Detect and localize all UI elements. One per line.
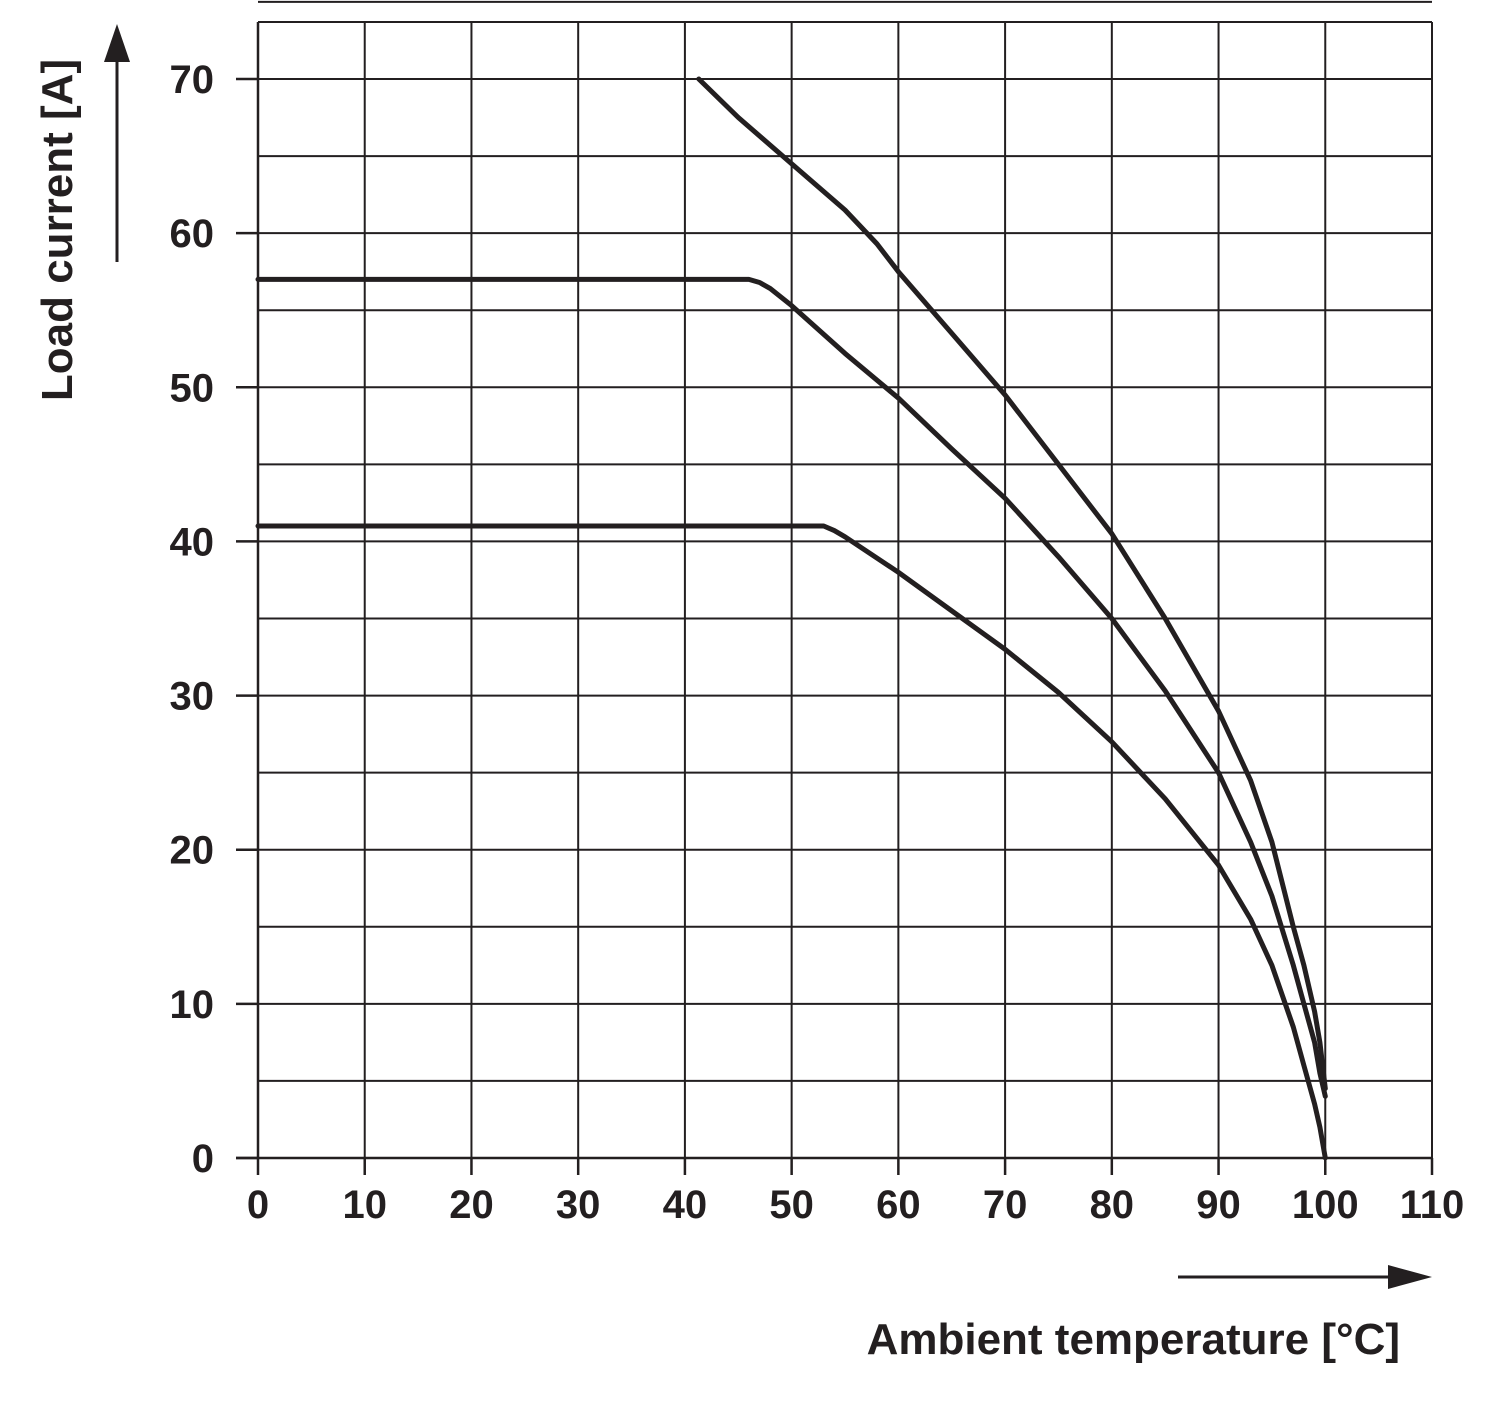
y-tick-label: 50	[170, 366, 215, 410]
series-line-1	[696, 76, 1328, 1092]
y-tick-label: 10	[170, 983, 215, 1027]
x-tick-label: 60	[876, 1183, 921, 1227]
x-tick-label: 0	[247, 1183, 269, 1227]
axes	[236, 22, 1432, 1160]
x-tick-labels: 0 10 20 30 40 50 60 70 80 90 100 110	[247, 1158, 1464, 1227]
x-tick-label: 30	[556, 1183, 601, 1227]
x-tick-label: 10	[342, 1183, 387, 1227]
y-tick-label: 70	[170, 58, 215, 102]
x-tick-label: 70	[983, 1183, 1028, 1227]
x-tick-label: 40	[663, 1183, 708, 1227]
series-group	[255, 76, 1328, 1161]
y-tick-label: 30	[170, 675, 215, 719]
y-tick-labels: 0 10 20 30 40 50 60 70	[170, 58, 258, 1181]
y-tick-label: 20	[170, 829, 215, 873]
grid	[257, 0, 1433, 1158]
x-tick-label: 20	[449, 1183, 494, 1227]
y-tick-label: 60	[170, 212, 215, 256]
x-tick-label: 90	[1196, 1183, 1241, 1227]
series-line-3	[255, 523, 1328, 1161]
x-tick-label: 110	[1400, 1183, 1465, 1227]
x-tick-label: 80	[1090, 1183, 1135, 1227]
series-line-2	[255, 276, 1328, 1099]
x-tick-label: 50	[769, 1183, 814, 1227]
y-axis-title: Load current [A]	[33, 59, 82, 401]
x-axis-arrow-head	[1388, 1265, 1432, 1289]
y-axis-arrow-head	[104, 24, 130, 62]
y-tick-label: 0	[192, 1137, 214, 1181]
y-tick-label: 40	[170, 520, 215, 564]
x-axis-title: Ambient temperature [°C]	[867, 1315, 1400, 1364]
x-tick-label: 100	[1292, 1183, 1359, 1227]
